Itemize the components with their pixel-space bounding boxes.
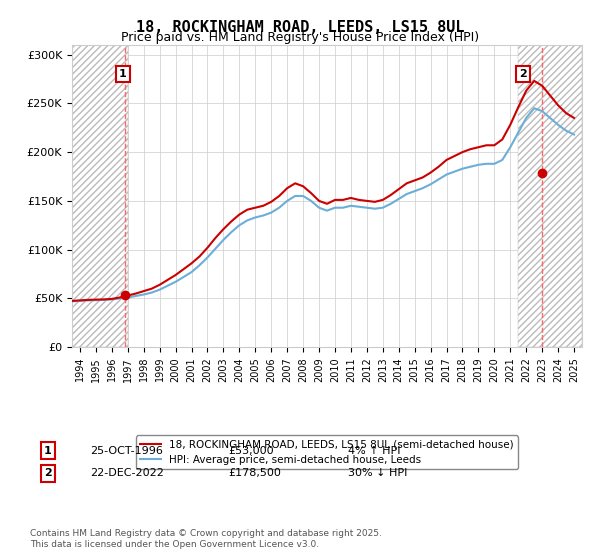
Text: 22-DEC-2022: 22-DEC-2022: [90, 468, 164, 478]
Text: 18, ROCKINGHAM ROAD, LEEDS, LS15 8UL: 18, ROCKINGHAM ROAD, LEEDS, LS15 8UL: [136, 20, 464, 35]
Legend: 18, ROCKINGHAM ROAD, LEEDS, LS15 8UL (semi-detached house), HPI: Average price, : 18, ROCKINGHAM ROAD, LEEDS, LS15 8UL (se…: [136, 436, 518, 469]
Text: Contains HM Land Registry data © Crown copyright and database right 2025.
This d: Contains HM Land Registry data © Crown c…: [30, 529, 382, 549]
Text: 2: 2: [519, 69, 527, 79]
Text: 2: 2: [44, 468, 52, 478]
Text: 25-OCT-1996: 25-OCT-1996: [90, 446, 163, 456]
Text: 30% ↓ HPI: 30% ↓ HPI: [348, 468, 407, 478]
Text: 4% ↑ HPI: 4% ↑ HPI: [348, 446, 401, 456]
Text: £53,000: £53,000: [228, 446, 274, 456]
Text: 1: 1: [44, 446, 52, 456]
Text: £178,500: £178,500: [228, 468, 281, 478]
Text: Price paid vs. HM Land Registry's House Price Index (HPI): Price paid vs. HM Land Registry's House …: [121, 31, 479, 44]
Text: 1: 1: [119, 69, 127, 79]
Bar: [72, 45, 128, 347]
Bar: [518, 45, 582, 347]
